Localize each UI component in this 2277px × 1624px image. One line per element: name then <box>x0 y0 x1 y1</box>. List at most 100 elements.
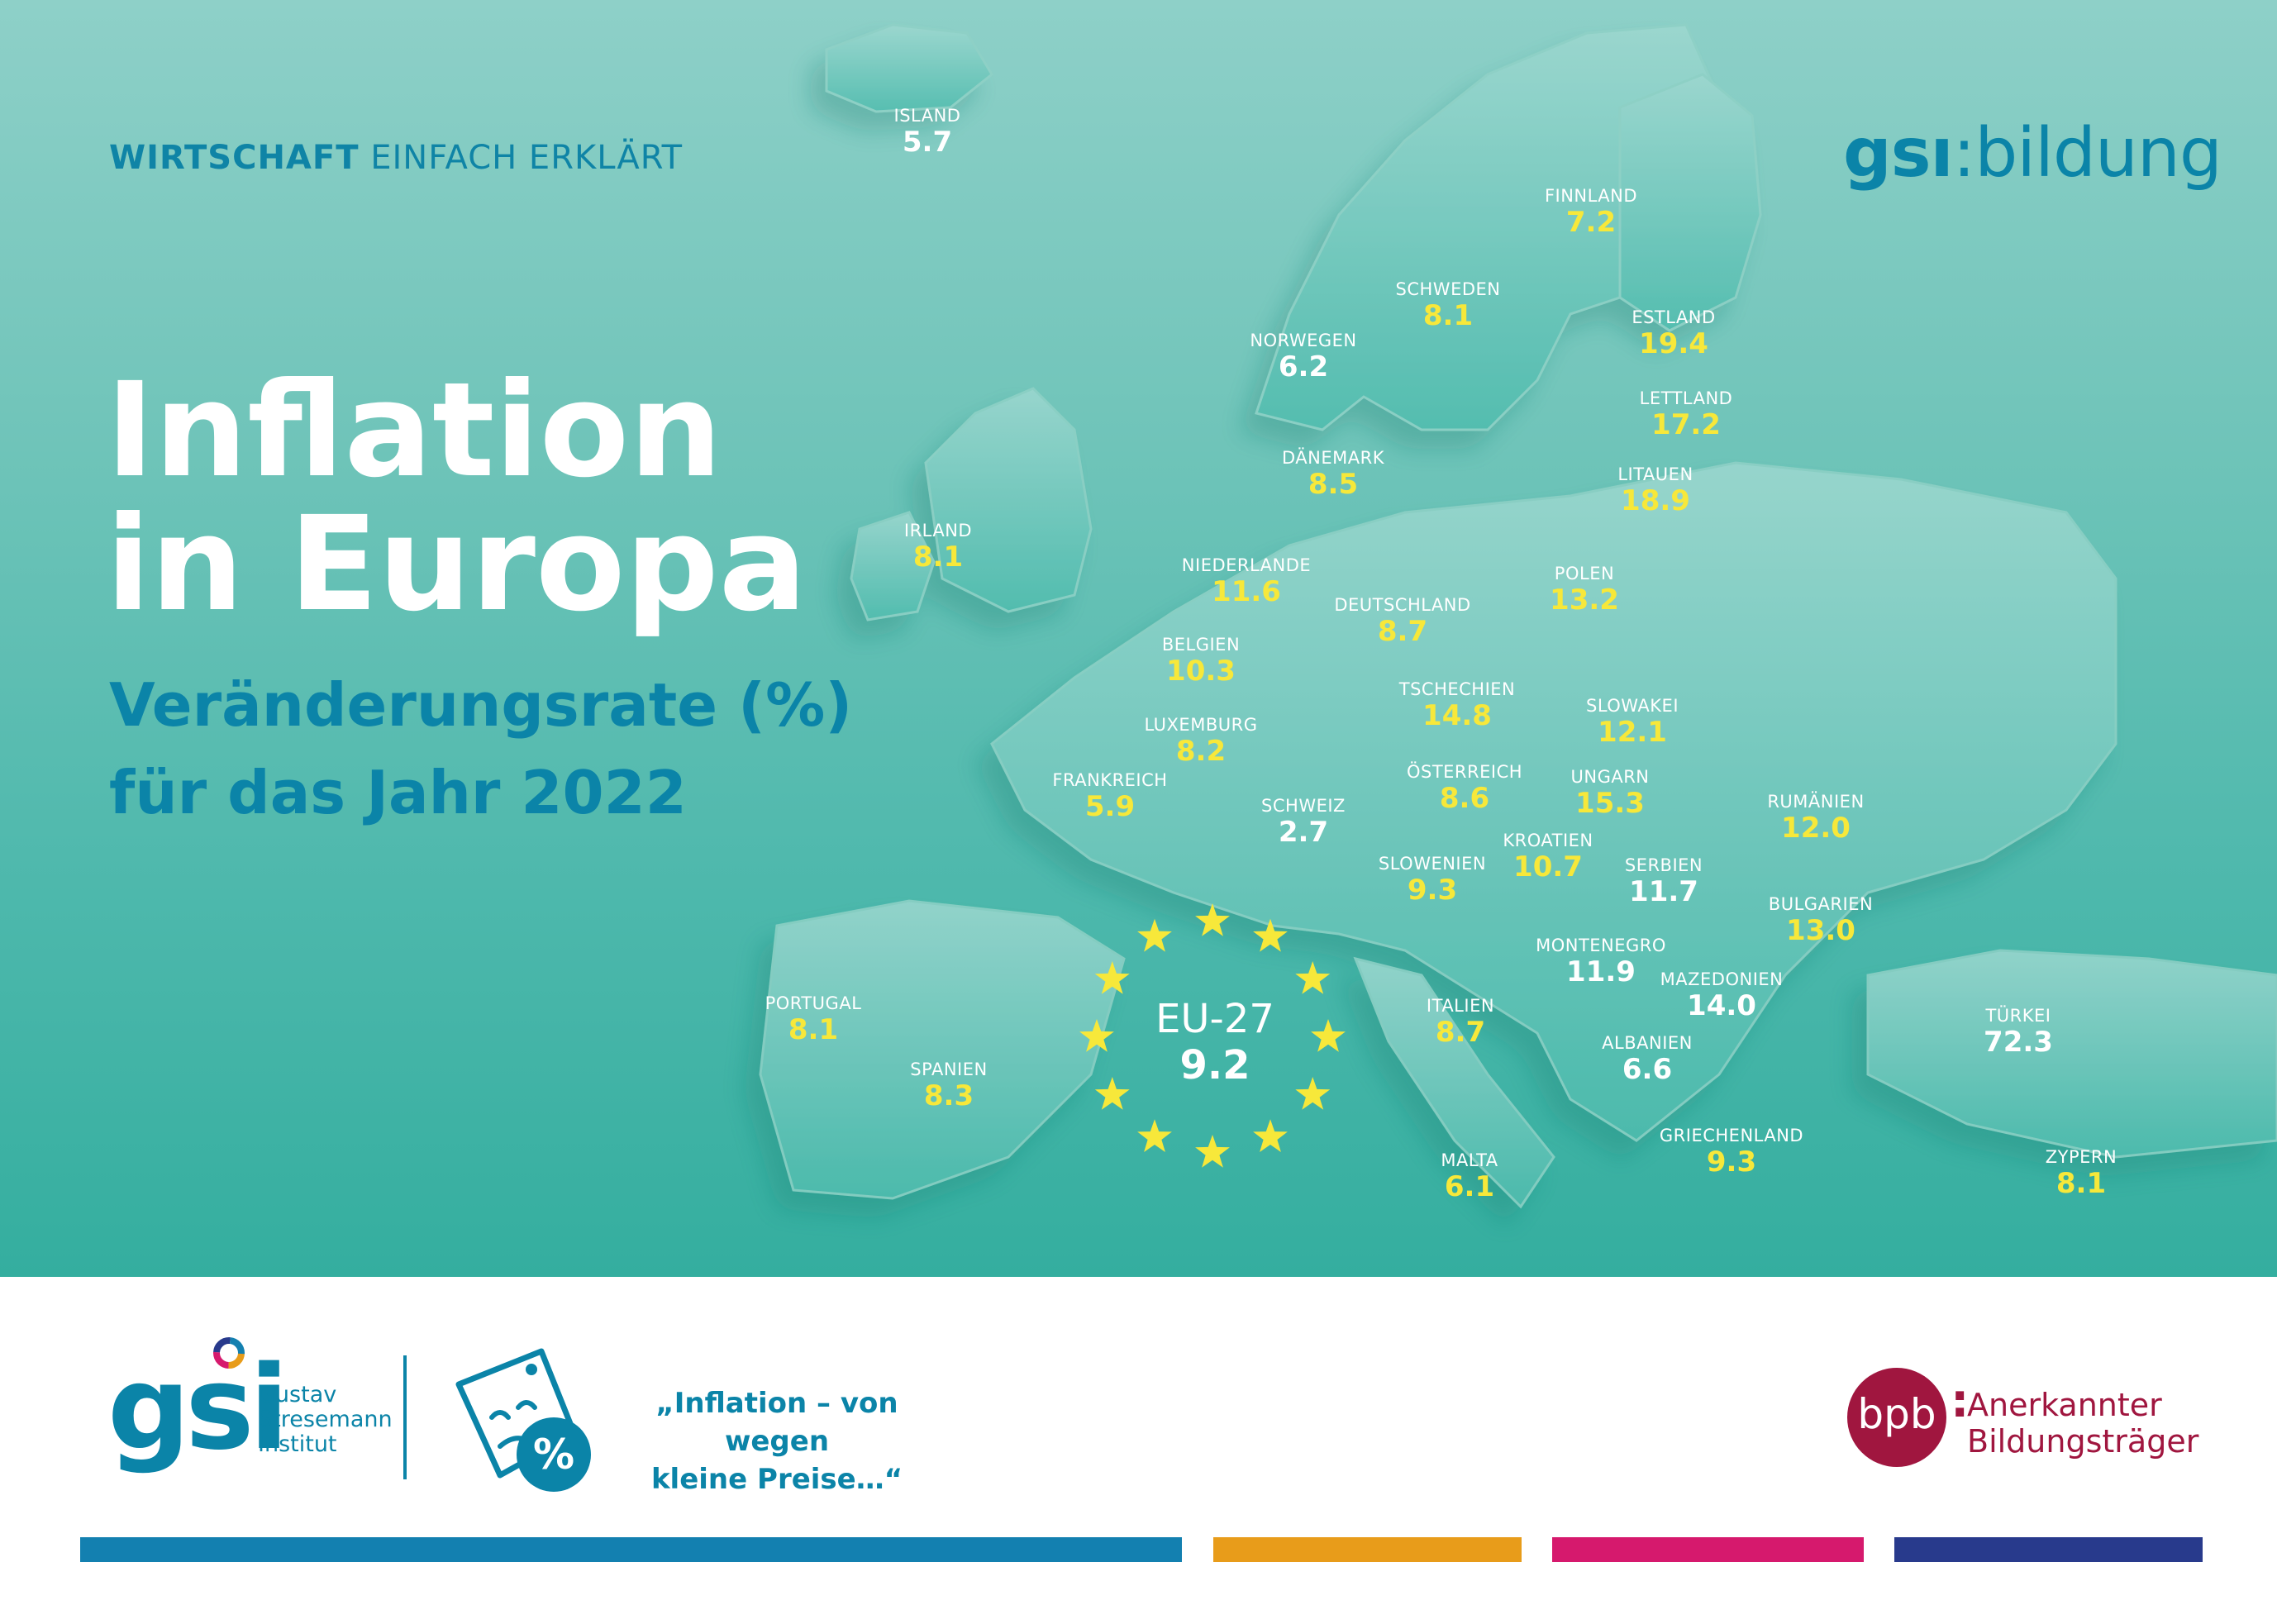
country-name: SPANIEN <box>910 1060 988 1079</box>
country-name: GRIECHENLAND <box>1659 1126 1804 1145</box>
iberia-shape <box>759 899 1126 1200</box>
inflation-value: 11.9 <box>1566 955 1636 988</box>
country-name: SERBIEN <box>1624 855 1703 875</box>
inflation-value: 8.7 <box>1435 1016 1486 1049</box>
inflation-value: 2.7 <box>1278 816 1329 849</box>
country-belgien: BELGIEN 10.3 <box>1162 635 1240 688</box>
kicker-bold: WIRTSCHAFT <box>109 139 360 177</box>
country-name: ESTLAND <box>1632 307 1716 327</box>
country-name: SLOWENIEN <box>1378 854 1487 874</box>
country-portugal: PORTUGAL 8.1 <box>765 993 862 1046</box>
page-subtitle: Veränderungsrate (%) für das Jahr 2022 <box>109 661 852 836</box>
percent-symbol: % <box>533 1431 574 1479</box>
country-name: SCHWEIZ <box>1261 796 1346 816</box>
brand-rest: :bildung <box>1952 114 2222 193</box>
kicker-rest: EINFACH ERKLÄRT <box>359 139 684 177</box>
country-rumänien: RUMÄNIEN 12.0 <box>1767 792 1864 845</box>
country-name: NIEDERLANDE <box>1181 555 1312 575</box>
title-line-2: in Europa <box>106 488 807 641</box>
eu-star-icon <box>1195 1135 1230 1168</box>
inflation-value: 8.2 <box>1175 735 1227 768</box>
country-kroatien: KROATIEN 10.7 <box>1503 831 1593 883</box>
eu-star-icon <box>1094 961 1130 994</box>
country-estland: ESTLAND 19.4 <box>1632 307 1715 360</box>
country-türkei: TÜRKEI 72.3 <box>1984 1006 2053 1059</box>
inflation-value: 13.2 <box>1550 583 1619 617</box>
country-name: RUMÄNIEN <box>1767 792 1865 812</box>
italy-shape <box>1353 956 1555 1209</box>
gsi-logo: gsi <box>107 1341 289 1476</box>
inflation-value: 17.2 <box>1651 408 1721 441</box>
country-name: TÜRKEI <box>1985 1006 2051 1026</box>
inflation-value: 10.3 <box>1166 655 1236 688</box>
inflation-value: 7.2 <box>1565 206 1617 239</box>
footer: gsi Gustav Stresemann Institut % „Inflat… <box>0 1277 2277 1624</box>
country-name: BULGARIEN <box>1768 894 1874 914</box>
country-norwegen: NORWEGEN 6.2 <box>1250 331 1356 383</box>
inflation-value: 8.5 <box>1308 468 1359 501</box>
country-name: BELGIEN <box>1161 635 1241 655</box>
eu-name: EU-27 <box>1155 996 1274 1042</box>
country-deutschland: DEUTSCHLAND 8.7 <box>1334 595 1470 648</box>
country-italien: ITALIEN 8.7 <box>1427 996 1494 1049</box>
country-mazedonien: MAZEDONIEN 14.0 <box>1660 969 1784 1022</box>
eu-star-icon <box>1253 1119 1288 1152</box>
inflation-value: 8.7 <box>1377 615 1428 648</box>
iceland-shape <box>825 23 993 113</box>
inflation-value: 9.3 <box>1706 1145 1757 1179</box>
inflation-value: 11.6 <box>1212 575 1281 608</box>
country-island: ISLAND 5.7 <box>894 106 961 159</box>
country-zypern: ZYPERN 8.1 <box>2046 1147 2117 1200</box>
country-name: LUXEMBURG <box>1144 715 1258 735</box>
country-name: DÄNEMARK <box>1282 448 1384 468</box>
country-frankreich: FRANKREICH 5.9 <box>1052 770 1167 823</box>
eu-star-icon <box>1079 1019 1114 1052</box>
campaign-line-1: „Inflation – von wegen <box>655 1387 898 1458</box>
inflation-value: 11.7 <box>1629 875 1698 908</box>
eu-star-icon <box>1311 1019 1346 1052</box>
country-name: LITAUEN <box>1617 464 1693 484</box>
inflation-value: 19.4 <box>1639 327 1708 360</box>
country-name: POLEN <box>1554 564 1615 583</box>
inflation-value: 8.1 <box>788 1013 839 1046</box>
country-slowenien: SLOWENIEN 9.3 <box>1379 854 1486 907</box>
color-bar-navy <box>1894 1537 2203 1562</box>
inflation-value: 14.8 <box>1422 699 1492 732</box>
country-irland: IRLAND 8.1 <box>904 521 972 574</box>
british-isles-shape <box>924 387 1093 613</box>
gsi-color-ring-icon <box>213 1337 245 1369</box>
inflation-value: 8.1 <box>912 541 964 574</box>
page-title: Inflation in Europa <box>106 364 807 631</box>
inflation-value: 6.6 <box>1622 1053 1673 1086</box>
map-panel: WIRTSCHAFT EINFACH ERKLÄRT Inflation in … <box>0 0 2277 1277</box>
country-name: SLOWAKEI <box>1585 696 1679 716</box>
turkey-shape <box>1866 949 2277 1159</box>
country-name: UNGARN <box>1570 767 1650 787</box>
inflation-value: 18.9 <box>1621 484 1690 517</box>
country-name: ALBANIEN <box>1602 1033 1693 1053</box>
color-bar-blue <box>80 1537 1182 1562</box>
country-name: ISLAND <box>893 106 961 126</box>
country-lettland: LETTLAND 17.2 <box>1640 388 1733 441</box>
country-polen: POLEN 13.2 <box>1550 564 1619 617</box>
country-name: MONTENEGRO <box>1536 936 1666 955</box>
country-name: ZYPERN <box>2045 1147 2117 1167</box>
country-name: MALTA <box>1441 1150 1498 1170</box>
inflation-value: 6.2 <box>1278 350 1329 383</box>
bpb-line-2: Bildungsträger <box>1967 1423 2199 1460</box>
country-name: ÖSTERREICH <box>1406 762 1523 782</box>
country-name: FINNLAND <box>1544 186 1638 206</box>
country-name: MAZEDONIEN <box>1660 969 1784 989</box>
eu-average-label: EU-27 9.2 <box>1155 996 1274 1088</box>
country-schweden: SCHWEDEN 8.1 <box>1396 279 1501 332</box>
country-name: ITALIEN <box>1426 996 1495 1016</box>
europe-map <box>759 23 2277 1209</box>
inflation-value: 15.3 <box>1575 787 1645 820</box>
eu-star-icon <box>1253 918 1288 952</box>
country-name: SCHWEDEN <box>1395 279 1501 299</box>
country-albanien: ALBANIEN 6.6 <box>1602 1033 1693 1086</box>
inflation-value: 5.9 <box>1084 790 1136 823</box>
footer-divider <box>403 1355 407 1479</box>
country-griechenland: GRIECHENLAND 9.3 <box>1660 1126 1803 1179</box>
continent-shape <box>990 461 2117 1142</box>
